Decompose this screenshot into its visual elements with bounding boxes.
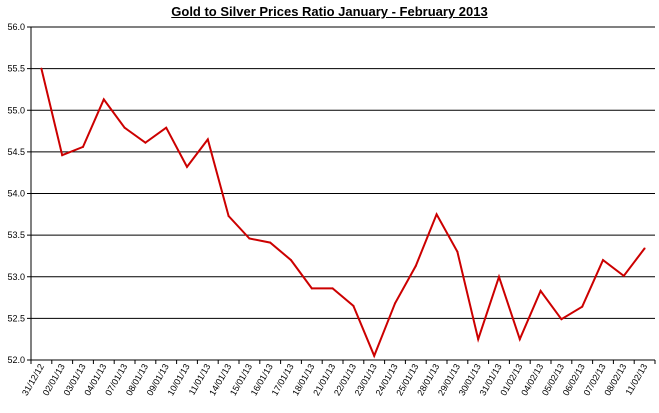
data-point — [186, 165, 188, 168]
chart-title: Gold to Silver Prices Ratio January - Fe… — [171, 4, 488, 19]
data-point — [602, 259, 604, 262]
data-point — [581, 305, 584, 308]
series-layer — [40, 67, 646, 359]
data-point — [622, 274, 625, 277]
data-point — [643, 247, 646, 250]
data-point — [61, 154, 64, 157]
y-tick-label: 53.0 — [7, 272, 25, 282]
y-tick-label: 53.5 — [7, 230, 25, 240]
series-line — [40, 68, 646, 359]
data-point — [102, 98, 105, 101]
data-point — [456, 250, 459, 253]
data-point — [310, 287, 313, 290]
data-point — [373, 354, 376, 357]
data-point — [144, 141, 147, 144]
y-tick-label: 54.5 — [7, 147, 25, 157]
data-point — [248, 237, 251, 240]
data-point — [227, 214, 230, 217]
data-point — [539, 289, 542, 292]
y-axis: 52.0 52.5 53.0 53.5 54.0 54.5 55.0 55.5 56.0 — [7, 22, 32, 365]
data-point — [498, 275, 500, 278]
y-tick-label: 55.0 — [7, 105, 25, 115]
data-point — [477, 338, 480, 341]
data-point — [123, 126, 126, 129]
data-point — [352, 304, 355, 307]
data-point — [414, 264, 417, 267]
data-point — [40, 67, 43, 70]
y-tick-label: 52.0 — [7, 355, 25, 365]
x-axis: 31/12/1202/01/1303/01/1304/01/1307/01/13… — [20, 359, 656, 397]
data-point — [165, 126, 168, 129]
data-point — [290, 259, 292, 262]
y-tick-label: 52.5 — [7, 313, 25, 323]
y-tick-label: 55.5 — [7, 64, 25, 74]
data-point — [331, 287, 334, 290]
data-point — [82, 145, 84, 148]
data-point — [518, 338, 521, 341]
data-point — [560, 318, 563, 321]
y-tick-label: 56.0 — [7, 22, 25, 32]
data-point — [435, 213, 438, 216]
gridlines — [31, 26, 655, 361]
y-tick-label: 54.0 — [7, 189, 25, 199]
data-point — [206, 138, 209, 141]
data-point — [394, 302, 396, 305]
data-point — [269, 241, 272, 244]
